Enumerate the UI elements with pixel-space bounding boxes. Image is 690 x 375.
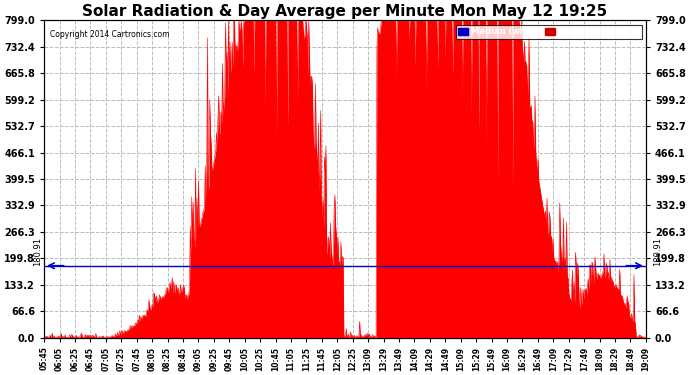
Title: Solar Radiation & Day Average per Minute Mon May 12 19:25: Solar Radiation & Day Average per Minute… [82, 4, 608, 19]
Text: 180.91: 180.91 [34, 237, 43, 266]
Text: Copyright 2014 Cartronics.com: Copyright 2014 Cartronics.com [50, 30, 170, 39]
Legend: Median (w/m2), Radiation (w/m2): Median (w/m2), Radiation (w/m2) [455, 24, 642, 39]
Text: 180.91: 180.91 [653, 237, 662, 266]
